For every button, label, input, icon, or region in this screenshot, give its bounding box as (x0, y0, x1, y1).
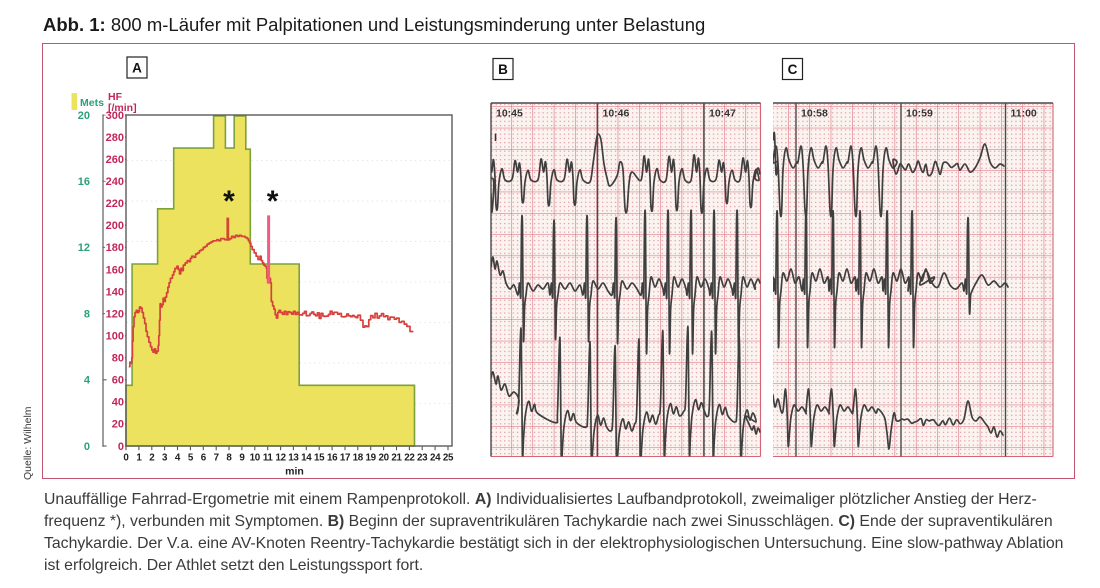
svg-text:20: 20 (112, 419, 124, 431)
svg-text:11:00: 11:00 (1011, 108, 1037, 120)
svg-text:120: 120 (106, 308, 124, 320)
svg-text:12: 12 (275, 453, 286, 464)
svg-text:280: 280 (106, 132, 124, 144)
svg-text:22: 22 (404, 453, 415, 464)
svg-text:8: 8 (226, 453, 232, 464)
svg-text:14: 14 (301, 453, 312, 464)
svg-text:23: 23 (417, 453, 428, 464)
svg-text:21: 21 (391, 453, 402, 464)
svg-text:10:45: 10:45 (496, 108, 523, 120)
svg-text:A: A (132, 61, 142, 76)
svg-text:300: 300 (106, 110, 124, 122)
svg-text:0: 0 (118, 441, 124, 453)
svg-text:6: 6 (201, 453, 207, 464)
svg-text:260: 260 (106, 154, 124, 166)
svg-text:C: C (788, 62, 798, 77)
svg-text:240: 240 (106, 176, 124, 188)
svg-text:10:47: 10:47 (709, 108, 736, 120)
svg-text:160: 160 (106, 264, 124, 276)
svg-text:*: * (267, 185, 279, 218)
svg-text:17: 17 (340, 453, 351, 464)
svg-text:5: 5 (188, 453, 194, 464)
svg-text:2: 2 (149, 453, 155, 464)
svg-text:7: 7 (214, 453, 220, 464)
svg-text:0: 0 (84, 441, 90, 453)
svg-text:15: 15 (314, 453, 325, 464)
svg-text:16: 16 (327, 453, 338, 464)
svg-text:180: 180 (106, 242, 124, 254)
svg-text:4: 4 (175, 453, 181, 464)
svg-text:1: 1 (136, 453, 142, 464)
svg-text:11: 11 (263, 453, 274, 464)
svg-text:25: 25 (443, 453, 454, 464)
svg-text:4: 4 (84, 375, 91, 387)
svg-text:24: 24 (430, 453, 441, 464)
svg-text:10:58: 10:58 (801, 108, 828, 120)
svg-text:40: 40 (112, 397, 124, 409)
svg-text:13: 13 (288, 453, 299, 464)
svg-text:9: 9 (239, 453, 245, 464)
svg-text:Mets: Mets (80, 97, 104, 109)
svg-text:[/min]: [/min] (108, 102, 137, 114)
svg-text:18: 18 (353, 453, 364, 464)
svg-text:8: 8 (84, 308, 90, 320)
svg-text:HF: HF (108, 91, 123, 103)
svg-text:200: 200 (106, 220, 124, 232)
svg-text:20: 20 (78, 110, 90, 122)
svg-text:80: 80 (112, 353, 124, 365)
svg-text:B: B (498, 62, 508, 77)
svg-text:*: * (223, 185, 235, 218)
svg-text:20: 20 (378, 453, 389, 464)
svg-text:16: 16 (78, 176, 90, 188)
svg-text:60: 60 (112, 375, 124, 387)
svg-text:min: min (285, 466, 304, 478)
svg-text:I: I (494, 132, 497, 144)
svg-text:140: 140 (106, 286, 124, 298)
svg-text:100: 100 (106, 331, 124, 343)
svg-text:3: 3 (162, 453, 168, 464)
svg-text:220: 220 (106, 198, 124, 210)
svg-text:10: 10 (250, 453, 261, 464)
svg-text:10:46: 10:46 (603, 108, 630, 120)
svg-text:19: 19 (366, 453, 377, 464)
svg-text:10:59: 10:59 (906, 108, 933, 120)
svg-text:12: 12 (78, 242, 90, 254)
svg-text:0: 0 (123, 453, 129, 464)
